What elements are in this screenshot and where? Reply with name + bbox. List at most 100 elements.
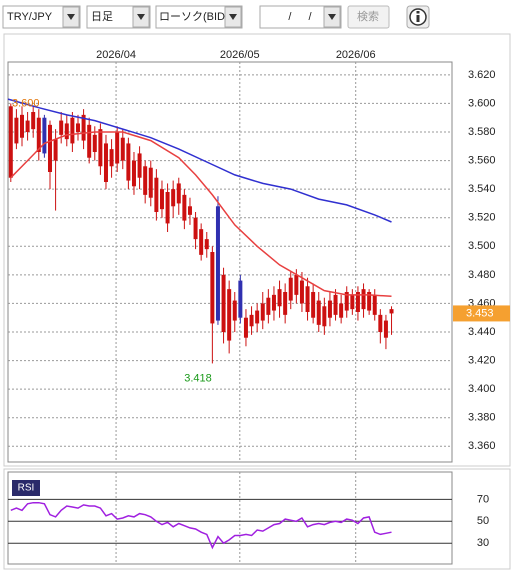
x-tick-label: 2026/05 <box>220 49 260 61</box>
y-tick-label: 3.480 <box>468 269 496 281</box>
y-tick-label: 3.400 <box>468 383 496 395</box>
candle-body <box>193 217 198 240</box>
type-select[interactable] <box>155 5 243 29</box>
dropdown-arrow <box>229 14 237 20</box>
candle-body <box>294 274 299 295</box>
y-tick-label: 3.520 <box>468 212 496 224</box>
candle-body <box>159 189 164 210</box>
candle-body <box>243 317 248 338</box>
candle-body <box>305 286 310 312</box>
candle-body <box>215 206 220 321</box>
candle-body <box>120 137 125 161</box>
type-text: ローソク(BID) <box>159 10 229 23</box>
candle-body <box>344 292 349 311</box>
y-tick-label: 3.580 <box>468 126 496 138</box>
dropdown-arrow <box>137 14 145 20</box>
candle-body <box>210 252 215 324</box>
candle-body <box>260 303 265 321</box>
candle-body <box>8 106 13 178</box>
candle-body <box>143 166 148 195</box>
search-button[interactable] <box>347 5 390 29</box>
info-icon <box>416 11 420 14</box>
candle-body <box>92 134 97 152</box>
rsi-area <box>7 471 453 565</box>
rsi-line <box>10 501 392 550</box>
high-label: 3.600 <box>12 97 40 109</box>
candle-body <box>199 229 204 255</box>
dropdown-arrow <box>328 14 336 20</box>
candle-body <box>75 123 80 132</box>
y-tick-label: 3.420 <box>468 354 496 366</box>
pair-text: TRY/JPY <box>7 11 53 23</box>
price-marker <box>453 305 510 322</box>
candle-body <box>221 274 226 332</box>
candle-body <box>42 117 47 154</box>
y-tick-label: 70 <box>477 493 489 505</box>
y-tick-label: 3.380 <box>468 412 496 424</box>
dropdown-arrow <box>67 14 75 20</box>
y-tick-label: 30 <box>477 537 489 549</box>
candle-body <box>87 124 92 158</box>
rsi-badge <box>12 480 40 496</box>
candle-body <box>339 303 344 318</box>
candle-body <box>109 149 114 167</box>
y-tick-label: 3.560 <box>468 154 496 166</box>
y-tick-label: 3.500 <box>468 240 496 252</box>
rsi-frame <box>3 468 511 570</box>
candle-body <box>204 239 209 250</box>
main-frame <box>3 33 511 467</box>
candle-body <box>154 177 159 212</box>
y-tick-label: 50 <box>477 515 489 527</box>
candle-body <box>137 153 142 178</box>
candle-body <box>36 117 41 152</box>
candle-body <box>361 289 366 310</box>
candle-body <box>238 280 243 318</box>
date-text: / / <box>288 11 312 23</box>
low-label: 3.418 <box>184 372 212 384</box>
candle-body <box>25 120 30 132</box>
candle-body <box>327 300 332 318</box>
y-tick-label: 3.360 <box>468 440 496 452</box>
pair-select[interactable] <box>2 5 81 29</box>
candle-body <box>288 277 293 301</box>
moving-average <box>7 98 392 223</box>
candle-body <box>283 292 288 315</box>
candle-body <box>131 160 136 187</box>
candle-body <box>115 132 120 164</box>
y-tick-label: 3.600 <box>468 97 496 109</box>
candle-body <box>148 167 153 198</box>
candle-body <box>311 292 316 318</box>
candle-body <box>81 114 86 141</box>
candle-body <box>350 294 355 310</box>
candle-body <box>187 206 192 215</box>
candle-body <box>322 306 327 327</box>
candle-body <box>171 189 176 207</box>
y-tick-label: 3.440 <box>468 326 496 338</box>
candle-body <box>14 117 19 144</box>
candle-body <box>232 300 237 321</box>
date-input[interactable] <box>259 5 342 29</box>
candle-body <box>367 292 372 311</box>
candle-body <box>98 129 103 167</box>
candle-body <box>176 183 181 204</box>
candle-body <box>255 310 260 324</box>
candle-body <box>19 114 24 138</box>
candle-body <box>271 294 276 311</box>
candle-body <box>372 294 377 315</box>
candle-body <box>389 309 394 314</box>
x-tick-label: 2026/06 <box>336 49 376 61</box>
x-tick-label: 2026/04 <box>96 49 136 61</box>
candle-body <box>266 297 271 315</box>
candle-body <box>31 112 36 130</box>
candle-body <box>299 280 304 304</box>
candle-body <box>165 192 170 224</box>
y-tick-label: 3.620 <box>468 69 496 81</box>
candle-body <box>355 292 360 312</box>
candle-body <box>277 289 282 307</box>
candle-body <box>333 294 338 315</box>
candle-body <box>249 314 254 327</box>
candle-body <box>47 124 52 172</box>
candle-body <box>70 117 75 144</box>
candle-body <box>53 139 58 161</box>
